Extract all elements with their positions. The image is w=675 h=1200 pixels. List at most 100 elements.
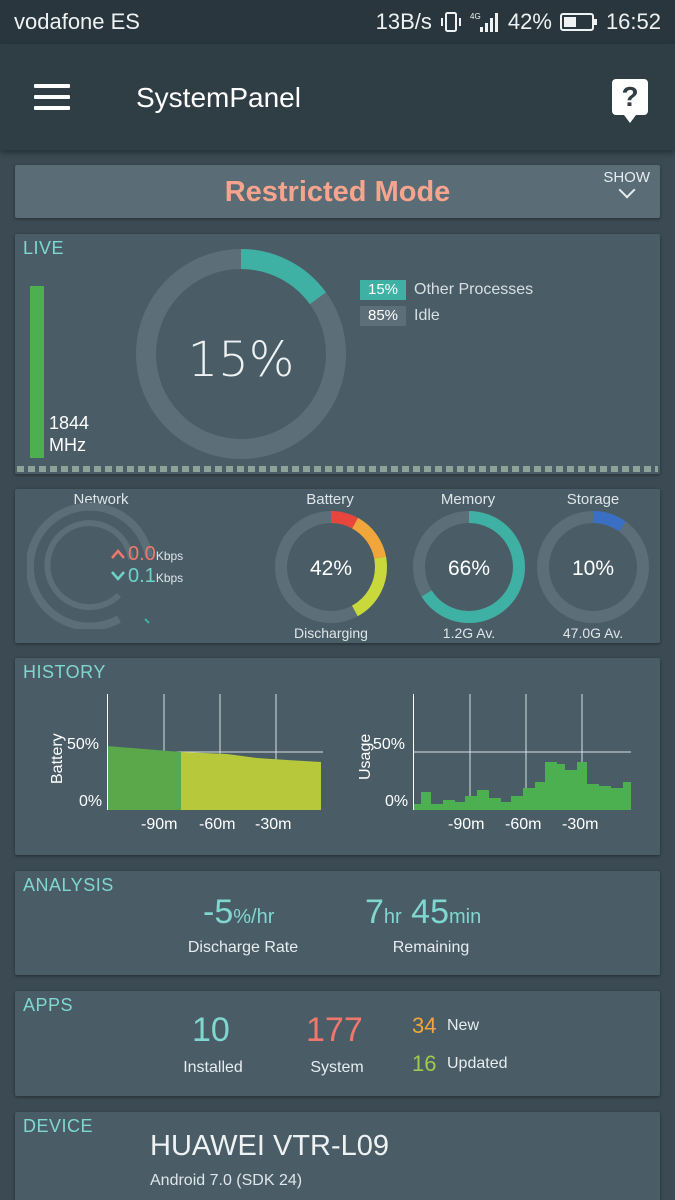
discharge-rate-unit: %/hr bbox=[233, 906, 275, 928]
minutes-unit: min bbox=[449, 906, 482, 928]
legend-swatch: 15% bbox=[360, 280, 406, 300]
upload-unit: Kbps bbox=[155, 549, 184, 563]
system-caption: System bbox=[310, 1059, 364, 1076]
storage-title: Storage bbox=[566, 491, 620, 508]
battery-axis-label: Battery bbox=[49, 733, 66, 784]
usage-history-bars bbox=[413, 762, 631, 810]
storage-gauge bbox=[537, 511, 649, 623]
history-card[interactable]: HISTORY Battery 50% 0% -90m -60m -30m Us… bbox=[15, 658, 660, 855]
battery-value: 42% bbox=[309, 557, 353, 580]
history-label: HISTORY bbox=[23, 662, 106, 682]
memory-arc bbox=[413, 511, 525, 623]
usage-y-tick-0: 0% bbox=[385, 793, 409, 810]
analysis-label: ANALYSIS bbox=[23, 875, 114, 895]
cpu-usage-center: 15% bbox=[188, 332, 295, 388]
hours-value: 7 bbox=[365, 893, 384, 931]
apps-card[interactable]: APPS 10 Installed 177 System 34 New 16 U… bbox=[15, 991, 660, 1096]
live-timeline-strip bbox=[17, 466, 658, 472]
device-model: HUAWEI VTR-L09 bbox=[150, 1130, 390, 1162]
usage-history-chart bbox=[413, 694, 631, 810]
installed-caption: Installed bbox=[183, 1059, 243, 1076]
battery-percent: 42% bbox=[507, 9, 552, 34]
system-count: 177 bbox=[306, 1011, 363, 1049]
legend-label: Idle bbox=[414, 307, 440, 324]
device-card[interactable]: DEVICE HUAWEI VTR-L09 Android 7.0 (SDK 2… bbox=[15, 1112, 660, 1200]
usage-x-tick: -60m bbox=[505, 816, 542, 833]
clock: 16:52 bbox=[605, 9, 661, 34]
live-label: LIVE bbox=[23, 238, 65, 258]
signal-icon: 4G bbox=[470, 12, 498, 32]
restricted-mode-title: Restricted Mode bbox=[224, 176, 451, 208]
cpu-usage-arc bbox=[136, 249, 346, 459]
battery-icon bbox=[559, 13, 597, 31]
battery-x-tick: -90m bbox=[141, 816, 178, 833]
battery-x-tick: -60m bbox=[199, 816, 236, 833]
battery-arc-red bbox=[275, 511, 387, 623]
updated-caption: Updated bbox=[447, 1055, 508, 1072]
network-gauge bbox=[27, 502, 153, 629]
new-count: 34 bbox=[412, 1013, 437, 1038]
battery-history-chart bbox=[107, 694, 323, 810]
download-unit: Kbps bbox=[155, 571, 184, 585]
network-upload: 0.0Kbps bbox=[110, 543, 183, 566]
show-toggle[interactable]: SHOW bbox=[603, 169, 650, 199]
battery-arc-lime bbox=[275, 511, 387, 623]
cpu-usage-donut: 15% bbox=[136, 249, 346, 459]
show-label: SHOW bbox=[603, 169, 650, 186]
live-card[interactable]: LIVE 1844 MHz 15% 15% Other Processes 85… bbox=[15, 234, 660, 474]
battery-history-area-green bbox=[107, 746, 181, 810]
storage-value: 10% bbox=[571, 557, 615, 580]
legend-swatch: 85% bbox=[360, 306, 406, 326]
device-label: DEVICE bbox=[23, 1116, 94, 1136]
carrier-name: vodafone ES bbox=[14, 9, 140, 34]
storage-available: 47.0G Av. bbox=[562, 625, 624, 641]
cpu-legend: 15% Other Processes 85% Idle bbox=[360, 278, 533, 330]
legend-label: Other Processes bbox=[414, 281, 534, 298]
battery-history-area-lime bbox=[181, 752, 321, 810]
upload-value: 0.0 bbox=[128, 543, 156, 565]
battery-x-tick: -30m bbox=[255, 816, 292, 833]
cpu-frequency: 1844 MHz bbox=[49, 412, 89, 456]
memory-value: 66% bbox=[447, 557, 491, 580]
status-bar: vodafone ES 13B/s 4G 42% 16:52 bbox=[0, 0, 675, 44]
upload-arrow-icon bbox=[111, 549, 125, 559]
new-caption: New bbox=[447, 1017, 480, 1034]
cpu-frequency-bar bbox=[30, 286, 44, 458]
app-bar: SystemPanel ? bbox=[0, 44, 675, 150]
battery-y-tick-50: 50% bbox=[67, 736, 100, 753]
hours-unit: hr bbox=[383, 906, 402, 928]
svg-text:4G: 4G bbox=[470, 12, 481, 21]
android-version: Android 7.0 (SDK 24) bbox=[150, 1172, 303, 1189]
battery-status: Discharging bbox=[294, 625, 368, 641]
app-title: SystemPanel bbox=[136, 82, 301, 113]
minutes-value: 45 bbox=[411, 893, 449, 931]
network-download: 0.1Kbps bbox=[110, 565, 183, 588]
battery-y-tick-0: 0% bbox=[79, 793, 103, 810]
battery-title: Battery bbox=[306, 491, 354, 508]
help-icon[interactable]: ? bbox=[612, 79, 648, 123]
discharge-rate-caption: Discharge Rate bbox=[187, 939, 299, 956]
vibrate-icon bbox=[440, 12, 461, 32]
restricted-mode-banner[interactable]: Restricted Mode SHOW bbox=[15, 165, 660, 218]
analysis-card[interactable]: ANALYSIS -5%/hr Discharge Rate 7hr 45min… bbox=[15, 871, 660, 975]
installed-count: 10 bbox=[192, 1011, 230, 1049]
usage-x-tick: -30m bbox=[562, 816, 599, 833]
cpu-frequency-unit: MHz bbox=[49, 435, 86, 455]
apps-label: APPS bbox=[23, 995, 74, 1015]
storage-arc bbox=[537, 511, 649, 623]
remaining-caption: Remaining bbox=[392, 939, 470, 956]
discharge-rate-value: -5 bbox=[203, 893, 234, 931]
memory-gauge bbox=[413, 511, 525, 623]
updated-count: 16 bbox=[412, 1051, 437, 1076]
download-arrow-icon bbox=[111, 571, 125, 581]
memory-title: Memory bbox=[440, 491, 496, 508]
cpu-frequency-value: 1844 bbox=[49, 413, 90, 433]
network-speed: 13B/s bbox=[375, 9, 432, 34]
legend-item: 15% Other Processes bbox=[360, 278, 533, 302]
legend-item: 85% Idle bbox=[360, 304, 533, 328]
usage-y-tick-50: 50% bbox=[373, 736, 406, 753]
menu-icon[interactable] bbox=[34, 84, 70, 112]
gauges-card[interactable]: Network 0.0Kbps 0.1Kbps Battery 42% Disc… bbox=[15, 489, 660, 643]
time-remaining: 7hr 45min bbox=[365, 893, 481, 932]
download-value: 0.1 bbox=[128, 565, 156, 587]
